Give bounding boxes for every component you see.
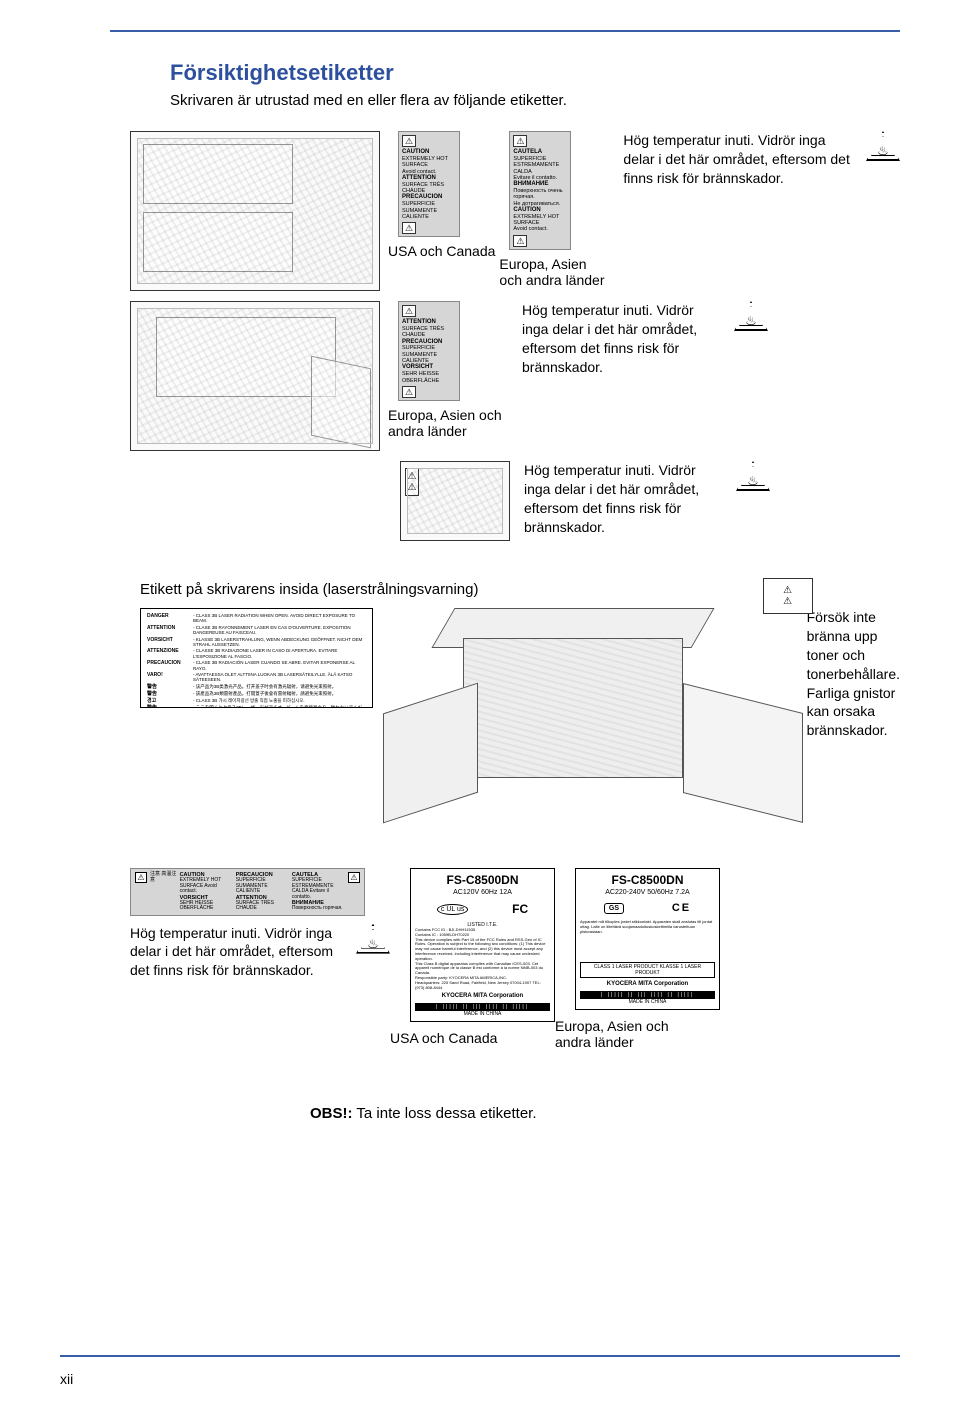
warning-text-2: Hög temperatur inuti. Vidrör inga delar … xyxy=(522,301,722,377)
printer-diagram-rear xyxy=(130,131,380,291)
caution-label-horizontal: ⚠ 注意 高温注意 CAUTIONEXTREMELY HOT SURFACE A… xyxy=(130,868,365,916)
warning-text-3: Hög temperatur inuti. Vidrör inga delar … xyxy=(524,461,724,537)
printer-diagram-open: ⚠⚠ xyxy=(383,608,803,838)
warning-text-1: Hög temperatur inuti. Vidrör inga delar … xyxy=(623,131,854,188)
warning-icon: ⚠ xyxy=(348,872,360,883)
warning-icon: ⚠ xyxy=(402,386,416,398)
caption-usa-bottom: USA och Canada xyxy=(390,1030,497,1046)
caution-label-side: ⚠ ATTENTION SURFACE TRÈS CHAUDE PRECAUCI… xyxy=(398,301,460,401)
printer-diagram-side-open xyxy=(130,301,380,451)
ul-icon: c UL us xyxy=(437,904,468,915)
warning-icon: ⚠ xyxy=(135,872,147,883)
fcc-icon: FC xyxy=(512,902,528,916)
warning-text-bottom: Hög temperatur inuti. Vidrör inga delar … xyxy=(130,924,348,981)
section-heading: Försiktighetsetiketter xyxy=(170,60,900,86)
rating-plate-usa: FS-C8500DN AC120V 60Hz 12A c UL us FC LI… xyxy=(410,868,555,1022)
caution-label-eu: ⚠ CAUTELA SUPERFICIE ESTREMAMENTE CALDAE… xyxy=(509,131,571,250)
warning-icon: ⚠ xyxy=(408,471,417,482)
warning-icon: ⚠ xyxy=(513,235,527,247)
warning-icon: ⚠ xyxy=(402,222,416,234)
hot-surface-icon: ♨ xyxy=(734,301,768,331)
warning-icon: ⚠ xyxy=(408,482,417,493)
laser-class-box: CLASS 1 LASER PRODUCT KLASSE 1 LASER PRO… xyxy=(580,962,715,978)
page-number: xii xyxy=(60,1371,73,1387)
caption-usa: USA och Canada xyxy=(388,243,495,259)
warning-icon: ⚠ xyxy=(402,305,416,317)
top-rule xyxy=(110,30,900,32)
rating-plate-eu: FS-C8500DN AC220-240V 50/60Hz 7.2A GS CE… xyxy=(575,868,720,1010)
caption-europe-2: Europa, Asien och andra länder xyxy=(388,407,508,439)
warning-icon-group: ⚠⚠ xyxy=(763,578,813,614)
ce-icon: CE xyxy=(672,902,691,914)
hot-surface-icon: ♨ xyxy=(736,461,770,491)
caption-europe: Europa, Asien och andra länder xyxy=(499,256,609,288)
caution-label-usa: ⚠ CAUTION EXTREMELY HOT SURFACEAvoid con… xyxy=(398,131,460,237)
caption-europe-bottom: Europa, Asien och andra länder xyxy=(555,1018,695,1050)
hot-surface-icon: ♨ xyxy=(866,131,900,161)
toner-warning-text: Försök inte bränna upp toner och tonerbe… xyxy=(807,608,900,740)
section-subtitle: Skrivaren är utrustad med en eller flera… xyxy=(170,92,900,109)
laser-warning-label: DANGER- CLASS 3B LASER RADIATION WHEN OP… xyxy=(140,608,373,708)
printer-diagram-unit: ⚠ ⚠ xyxy=(400,461,510,541)
bottom-rule xyxy=(60,1355,900,1357)
footer-note: OBS!: Ta inte loss dessa etiketter. xyxy=(310,1105,900,1122)
warning-icon: ⚠ xyxy=(402,135,416,147)
hot-surface-icon: ♨ xyxy=(356,924,390,954)
warning-icon: ⚠ xyxy=(513,135,527,147)
gs-icon: GS xyxy=(604,903,624,914)
